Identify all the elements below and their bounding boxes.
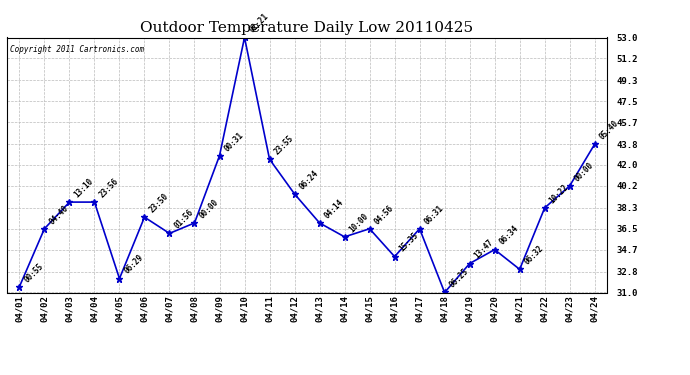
Text: 06:24: 06:24 bbox=[297, 168, 320, 191]
Text: 06:31: 06:31 bbox=[422, 203, 445, 226]
Title: Outdoor Temperature Daily Low 20110425: Outdoor Temperature Daily Low 20110425 bbox=[141, 21, 473, 35]
Text: 23:50: 23:50 bbox=[147, 192, 170, 214]
Text: 06:29: 06:29 bbox=[122, 253, 145, 276]
Text: 04:56: 04:56 bbox=[373, 203, 395, 226]
Text: 15:35: 15:35 bbox=[397, 231, 420, 254]
Text: 06:25: 06:25 bbox=[447, 267, 470, 290]
Text: 06:32: 06:32 bbox=[522, 244, 545, 267]
Text: Copyright 2011 Cartronics.com: Copyright 2011 Cartronics.com bbox=[10, 45, 144, 54]
Text: 01:56: 01:56 bbox=[172, 208, 195, 231]
Text: 00:00: 00:00 bbox=[197, 198, 220, 220]
Text: 13:47: 13:47 bbox=[473, 238, 495, 261]
Text: 06:34: 06:34 bbox=[497, 224, 520, 247]
Text: 00:00: 00:00 bbox=[573, 160, 595, 183]
Text: 04:14: 04:14 bbox=[322, 198, 345, 220]
Text: 23:55: 23:55 bbox=[273, 134, 295, 156]
Text: 05:40: 05:40 bbox=[598, 118, 620, 141]
Text: 13:10: 13:10 bbox=[72, 177, 95, 200]
Text: 10:00: 10:00 bbox=[347, 211, 370, 234]
Text: 10:22: 10:22 bbox=[547, 182, 570, 205]
Text: 23:56: 23:56 bbox=[97, 177, 120, 200]
Text: 00:55: 00:55 bbox=[22, 261, 45, 284]
Text: 04:40: 04:40 bbox=[47, 203, 70, 226]
Text: 02:21: 02:21 bbox=[247, 12, 270, 35]
Text: 00:31: 00:31 bbox=[222, 130, 245, 153]
